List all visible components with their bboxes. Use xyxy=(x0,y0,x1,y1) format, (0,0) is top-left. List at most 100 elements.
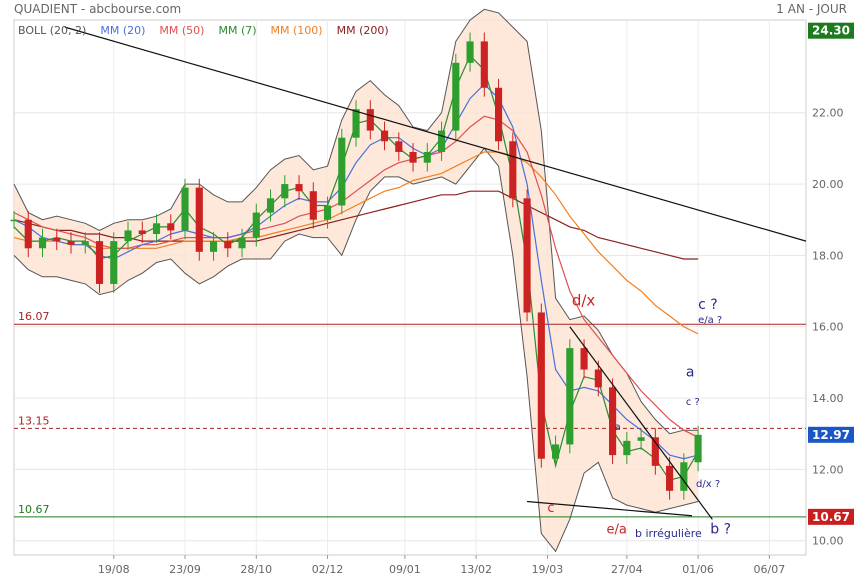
candle-body xyxy=(694,434,702,463)
trendline xyxy=(527,500,693,517)
candle-body xyxy=(395,141,403,152)
candle-body xyxy=(466,41,474,63)
ma20-line xyxy=(13,83,699,460)
wave-annotation: d/x xyxy=(572,291,596,309)
wave-annotation: d/x ? xyxy=(696,479,720,490)
candle-body xyxy=(10,219,18,222)
candle-body xyxy=(152,223,161,234)
candle-body xyxy=(53,237,61,242)
axes-layer: 10.00 12.00 14.00 16.00 18.00 20.00 22.00 19/08… xyxy=(13,19,844,576)
y-tick-label: 20.00 xyxy=(812,178,844,191)
last-price-badge xyxy=(808,426,854,443)
candle-body xyxy=(423,151,431,163)
chart-title: QUADIENT - abcbourse.com xyxy=(14,2,182,16)
candle-body xyxy=(580,348,588,370)
low-price-badge-label: 10.67 xyxy=(812,510,850,524)
price-axis: 24.30 12.97 10.67 xyxy=(808,22,854,525)
y-tick-label: 12.00 xyxy=(812,463,844,476)
wave-annotation: c xyxy=(547,501,554,516)
x-tick-label: 27/04 xyxy=(611,563,643,576)
wave-annotation: b ? xyxy=(710,522,731,538)
legend-entry: MM (20) xyxy=(100,24,145,37)
x-tick-label: 13/02 xyxy=(460,563,492,576)
candle-body xyxy=(38,237,47,249)
bollinger-lower xyxy=(13,147,699,553)
candle-body xyxy=(224,241,232,249)
wave-annotation: c ? xyxy=(698,297,718,313)
x-tick-label: 23/09 xyxy=(169,563,201,576)
candle-body xyxy=(637,437,645,441)
candle-body xyxy=(366,109,374,131)
level-lines: 16.07 13.15 10.67 xyxy=(14,310,806,518)
candle-body xyxy=(309,191,317,220)
candle-body xyxy=(566,348,574,445)
candle-body xyxy=(352,109,360,138)
y-tick-label: 10.00 xyxy=(812,535,844,548)
candle-body xyxy=(609,387,617,456)
trendlines xyxy=(64,26,807,520)
level-label: 16.07 xyxy=(18,310,50,323)
wave-annotation: c ? xyxy=(686,397,700,408)
candle-body xyxy=(651,437,659,466)
low-price-badge xyxy=(808,508,854,525)
candle-body xyxy=(623,440,631,456)
x-tick-label: 02/12 xyxy=(312,563,344,576)
candle-body xyxy=(594,369,602,388)
candle-body xyxy=(181,187,189,231)
candle-body xyxy=(95,241,104,284)
level-label: 10.67 xyxy=(18,503,50,516)
candle-body xyxy=(323,205,332,220)
bollinger-fill xyxy=(14,9,699,552)
x-tick-label: 06/07 xyxy=(754,563,786,576)
candle-body xyxy=(110,241,118,284)
candle-body xyxy=(252,212,260,238)
trendline xyxy=(64,26,807,242)
y-tick-label: 18.00 xyxy=(812,249,844,262)
legend-entry: MM (100) xyxy=(271,24,323,37)
bollinger-upper xyxy=(13,8,699,435)
candle-body xyxy=(452,62,460,131)
candle-body xyxy=(495,87,503,142)
legend-entry: MM (7) xyxy=(218,24,256,37)
candle-body xyxy=(480,41,488,88)
candle-body xyxy=(67,241,75,245)
wave-annotation: b irrégulière xyxy=(635,527,702,540)
legend-entry: MM (50) xyxy=(159,24,204,37)
candle-body xyxy=(209,241,218,252)
candle-body xyxy=(552,444,560,459)
wave-annotation: a xyxy=(686,365,695,381)
candle-body xyxy=(537,312,545,459)
candle-body xyxy=(338,137,346,206)
candle-body xyxy=(295,184,303,192)
y-tick-label: 16.00 xyxy=(812,321,844,334)
candle-body xyxy=(195,187,203,252)
wave-annotation: a xyxy=(615,422,621,433)
bollinger-band xyxy=(13,8,699,553)
annotations: d/x c ? e/a ? a c ? a d/x ? c e/a b irrégulière b … xyxy=(547,291,731,540)
x-tick-label: 19/08 xyxy=(98,563,130,576)
trendline xyxy=(569,326,713,520)
candle-body xyxy=(138,230,146,234)
candle-body xyxy=(24,219,32,249)
candle-body xyxy=(238,237,246,249)
candle-body xyxy=(167,223,175,231)
candle-body xyxy=(281,184,289,199)
legend: BOLL (20, 2) MM (20) MM (50) MM (7) MM (100)… xyxy=(18,24,389,37)
top-price-badge-label: 24.30 xyxy=(812,24,850,38)
wave-annotation: e/a xyxy=(606,523,626,538)
candle-body xyxy=(409,151,417,163)
candle-body xyxy=(437,130,446,152)
wave-annotation: e/a ? xyxy=(698,315,722,326)
candle-body xyxy=(680,462,688,491)
y-tick-label: 14.00 xyxy=(812,392,844,405)
x-tick-label: 19/03 xyxy=(532,563,564,576)
candle-body xyxy=(380,130,389,142)
x-tick-label: 09/01 xyxy=(389,563,421,576)
legend-entry: BOLL (20, 2) xyxy=(18,24,86,37)
candle-body xyxy=(523,198,531,313)
level-label: 13.15 xyxy=(18,414,50,427)
last-price-badge-label: 12.97 xyxy=(812,428,850,442)
candle-body xyxy=(81,241,89,245)
candles xyxy=(10,32,702,500)
